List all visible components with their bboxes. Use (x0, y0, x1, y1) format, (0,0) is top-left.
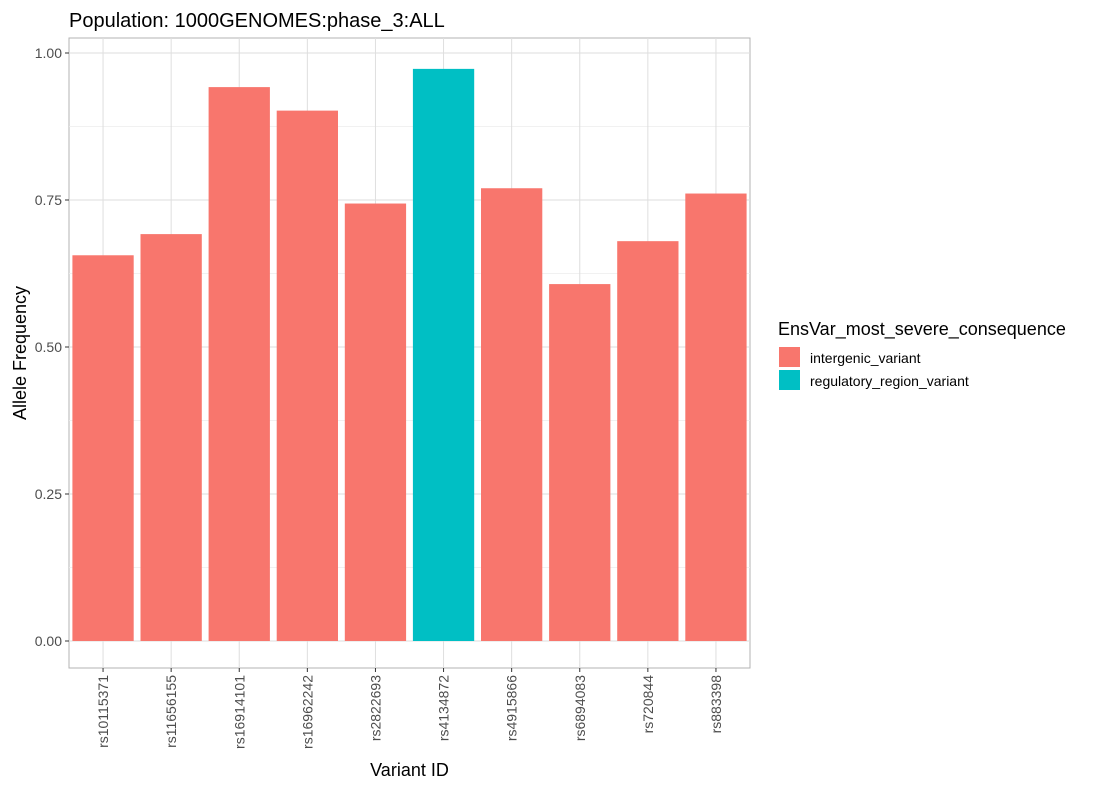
y-axis-title: Allele Frequency (10, 286, 30, 420)
bar-rs883398 (685, 193, 747, 642)
x-axis: rs10115371 rs11656155 rs16914101 rs16962242… (95, 668, 724, 749)
legend: EnsVar_most_severe_consequence intergeni… (778, 319, 1066, 390)
y-tick-label: 0.00 (35, 633, 62, 649)
plot-panel (68, 37, 751, 669)
x-tick-label: rs10115371 (95, 675, 111, 748)
legend-key-regulatory (779, 370, 800, 390)
y-tick-label: 0.25 (35, 486, 62, 502)
bar-rs10115371 (72, 255, 134, 641)
bar-rs2822693 (344, 203, 407, 641)
x-tick-label: rs883398 (708, 675, 724, 734)
legend-label-regulatory: regulatory_region_variant (810, 373, 969, 389)
x-tick-label: rs16962242 (299, 675, 315, 749)
x-tick-label: rs720844 (640, 675, 656, 734)
bar-rs16914101 (208, 87, 270, 641)
x-axis-title: Variant ID (370, 760, 449, 780)
bar-rs16962242 (276, 110, 338, 641)
bar-rs720844 (617, 241, 679, 641)
y-tick-label: 0.50 (35, 339, 62, 355)
x-tick-label: rs4915866 (504, 675, 520, 741)
y-tick-label: 0.75 (35, 192, 62, 208)
chart-title: Population: 1000GENOMES:phase_3:ALL (69, 10, 445, 32)
legend-key-intergenic (779, 347, 800, 367)
bar-rs11656155 (140, 234, 202, 641)
y-tick-label: 1.00 (35, 45, 62, 61)
x-tick-label: rs16914101 (231, 675, 247, 749)
x-tick-label: rs6894083 (572, 675, 588, 741)
bar-rs6894083 (549, 284, 611, 641)
legend-label-intergenic: intergenic_variant (810, 350, 921, 366)
bar-rs4915866 (481, 188, 543, 642)
x-tick-label: rs4134872 (436, 675, 452, 741)
bar-rs4134872 (412, 68, 475, 642)
legend-title: EnsVar_most_severe_consequence (778, 319, 1066, 340)
y-axis: 0.00 0.25 0.50 0.75 1.00 (35, 45, 69, 649)
x-tick-label: rs11656155 (163, 675, 179, 748)
x-tick-label: rs2822693 (367, 675, 383, 741)
bars (72, 68, 747, 642)
